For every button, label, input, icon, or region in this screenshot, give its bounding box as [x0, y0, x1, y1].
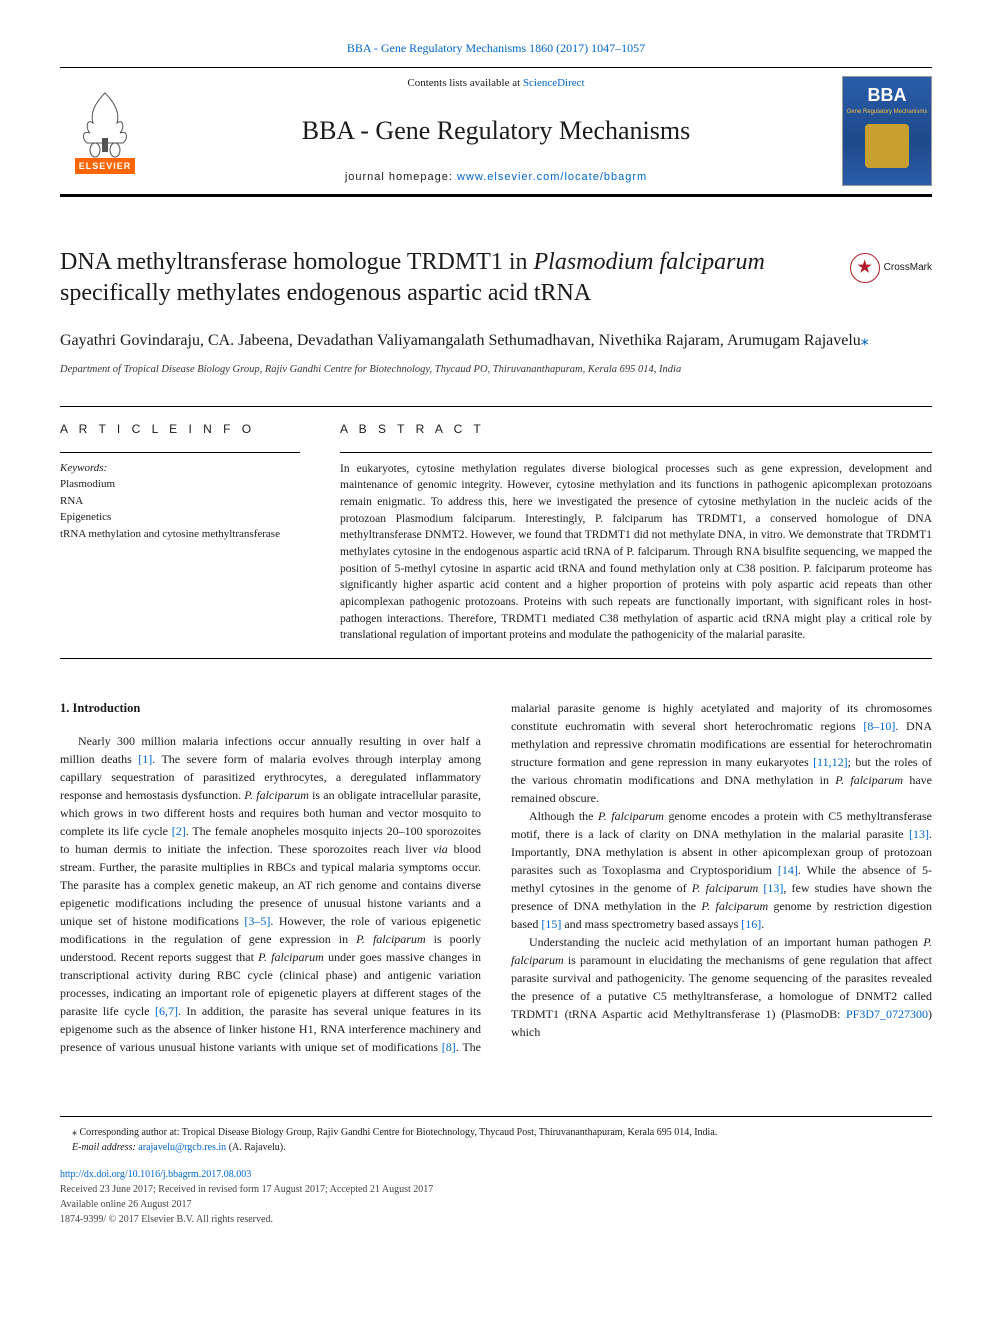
top-journal-ref: BBA - Gene Regulatory Mechanisms 1860 (2… — [60, 40, 932, 57]
keywords-label: Keywords: — [60, 461, 300, 476]
cover-subtitle: Gene Regulatory Mechanisms — [847, 108, 928, 116]
top-journal-link[interactable]: BBA - Gene Regulatory Mechanisms 1860 (2… — [347, 41, 645, 55]
journal-homepage-line: journal homepage: www.elsevier.com/locat… — [150, 170, 842, 185]
keyword-4: tRNA methylation and cytosine methyltran… — [60, 526, 300, 543]
intro-paragraph-2: Although the P. falciparum genome encode… — [511, 807, 932, 933]
online-line: Available online 26 August 2017 — [60, 1199, 191, 1210]
journal-name: BBA - Gene Regulatory Mechanisms — [150, 113, 842, 149]
title-part-1: DNA methyltransferase homologue TRDMT1 i… — [60, 249, 533, 275]
footnotes: ⁎ Corresponding author at: Tropical Dise… — [60, 1116, 932, 1227]
t-em: P. falciparum — [356, 932, 425, 946]
article-info-block: A R T I C L E I N F O Keywords: Plasmodi… — [60, 421, 300, 644]
authors-list: Gayathri Govindaraju, CA. Jabeena, Devad… — [60, 329, 932, 353]
ref-link-15[interactable]: [15] — [541, 917, 561, 931]
corresponding-email-link[interactable]: arajavelu@rgcb.res.in — [138, 1142, 226, 1153]
ref-link-1[interactable]: [1] — [138, 752, 152, 766]
plasmodb-link[interactable]: PF3D7_0727300 — [846, 1007, 928, 1021]
contents-available-line: Contents lists available at ScienceDirec… — [150, 76, 842, 91]
authors-text: Gayathri Govindaraju, CA. Jabeena, Devad… — [60, 332, 861, 349]
abstract-text: In eukaryotes, cytosine methylation regu… — [340, 461, 932, 644]
elsevier-tree-icon — [75, 88, 135, 158]
abstract-block: A B S T R A C T In eukaryotes, cytosine … — [340, 421, 932, 644]
crossmark-badge[interactable]: ★ CrossMark — [850, 253, 932, 283]
introduction-section: 1. Introduction Nearly 300 million malar… — [60, 699, 932, 1056]
ref-link-14[interactable]: [14] — [778, 863, 798, 877]
t-em: P. falciparum — [701, 899, 768, 913]
journal-header: ELSEVIER Contents lists available at Sci… — [60, 67, 932, 197]
t: Understanding the nucleic acid methylati… — [529, 935, 923, 949]
cover-bba-label: BBA — [868, 83, 907, 108]
email-suffix: (A. Rajavelu). — [229, 1142, 286, 1153]
ref-link-6-7[interactable]: [6,7] — [155, 1004, 178, 1018]
abstract-divider — [340, 452, 932, 453]
info-divider — [60, 452, 300, 453]
title-part-2: specifically methylates endogenous aspar… — [60, 280, 591, 306]
introduction-heading: 1. Introduction — [60, 699, 481, 718]
ref-link-8-10[interactable]: [8–10] — [863, 719, 895, 733]
sciencedirect-link[interactable]: ScienceDirect — [523, 77, 585, 89]
intro-paragraph-3: Understanding the nucleic acid methylati… — [511, 933, 932, 1041]
keyword-3: Epigenetics — [60, 509, 300, 526]
keyword-2: RNA — [60, 493, 300, 510]
cover-badge-icon — [865, 124, 909, 168]
article-info-heading: A R T I C L E I N F O — [60, 421, 300, 438]
t: . — [761, 917, 764, 931]
t: and mass spectrometry based assays — [561, 917, 741, 931]
keyword-1: Plasmodium — [60, 476, 300, 493]
ref-link-13[interactable]: [13] — [909, 827, 929, 841]
history-line: Received 23 June 2017; Received in revis… — [60, 1184, 433, 1195]
t-em: P. falciparum — [244, 788, 309, 802]
elsevier-logo: ELSEVIER — [60, 68, 150, 194]
t-em: P. falciparum — [598, 809, 664, 823]
corresponding-author-mark[interactable]: ⁎ — [861, 332, 869, 349]
ref-link-3-5[interactable]: [3–5] — [244, 914, 270, 928]
ref-link-13b[interactable]: [13] — [763, 881, 783, 895]
email-label: E-mail address: — [72, 1142, 138, 1153]
t-em: P. falciparum — [258, 950, 324, 964]
ref-link-8[interactable]: [8] — [442, 1040, 456, 1054]
t-em: P. falciparum — [692, 881, 759, 895]
corresponding-author-footnote: ⁎ Corresponding author at: Tropical Dise… — [60, 1125, 932, 1140]
crossmark-icon: ★ — [850, 253, 880, 283]
journal-cover-thumb: BBA Gene Regulatory Mechanisms — [842, 76, 932, 186]
info-abstract-row: A R T I C L E I N F O Keywords: Plasmodi… — [60, 421, 932, 659]
t-em: via — [433, 842, 448, 856]
t: Although the — [529, 809, 598, 823]
abstract-heading: A B S T R A C T — [340, 421, 932, 438]
title-species: Plasmodium falciparum — [533, 249, 764, 275]
contents-prefix: Contents lists available at — [407, 77, 522, 89]
email-footnote: E-mail address: arajavelu@rgcb.res.in (A… — [60, 1140, 932, 1155]
copyright-line: 1874-9399/ © 2017 Elsevier B.V. All righ… — [60, 1214, 273, 1225]
ref-link-16[interactable]: [16] — [741, 917, 761, 931]
homepage-prefix: journal homepage: — [345, 171, 457, 183]
elsevier-wordmark: ELSEVIER — [75, 158, 136, 175]
ref-link-2[interactable]: [2] — [172, 824, 186, 838]
affiliation: Department of Tropical Disease Biology G… — [60, 363, 932, 378]
header-center: Contents lists available at ScienceDirec… — [150, 68, 842, 194]
crossmark-label: CrossMark — [884, 261, 932, 275]
doi-link[interactable]: http://dx.doi.org/10.1016/j.bbagrm.2017.… — [60, 1169, 251, 1180]
article-title: DNA methyltransferase homologue TRDMT1 i… — [60, 247, 830, 309]
article-title-block: DNA methyltransferase homologue TRDMT1 i… — [60, 247, 932, 309]
t-em: P. falciparum — [835, 773, 903, 787]
divider-top — [60, 406, 932, 407]
journal-homepage-link[interactable]: www.elsevier.com/locate/bbagrm — [457, 171, 647, 183]
doi-block: http://dx.doi.org/10.1016/j.bbagrm.2017.… — [60, 1167, 932, 1227]
ref-link-11-12[interactable]: [11,12] — [813, 755, 848, 769]
